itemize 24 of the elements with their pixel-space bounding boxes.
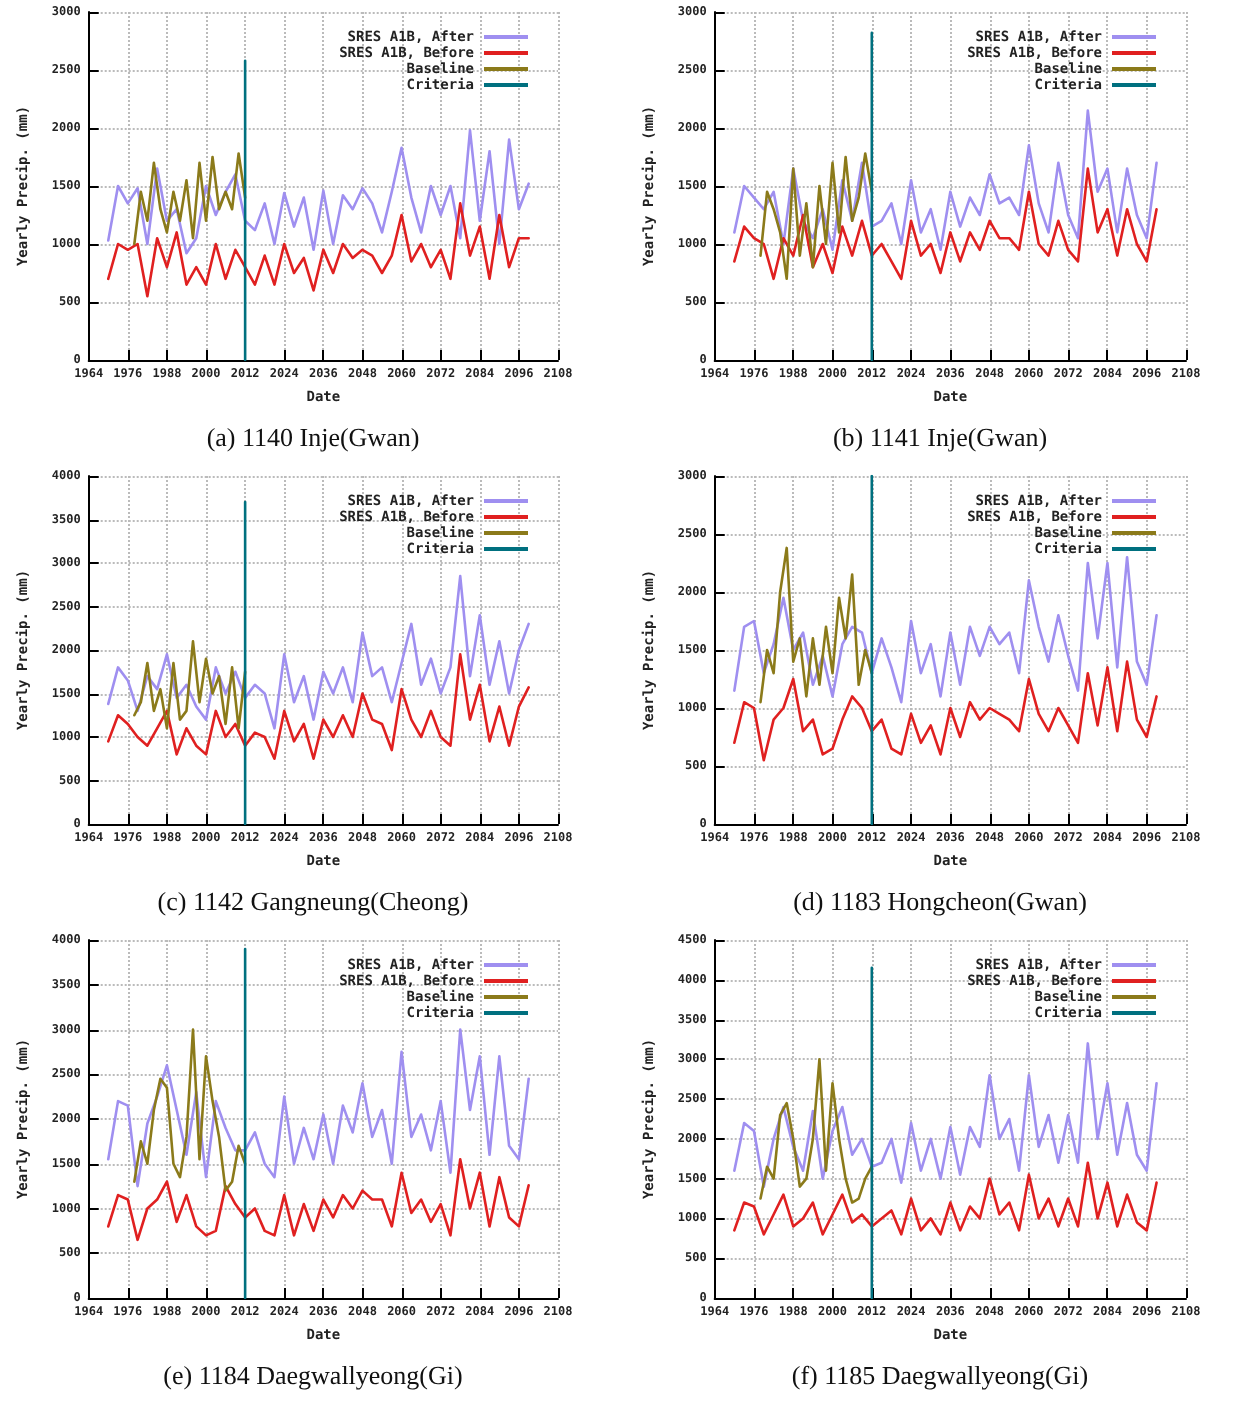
line-series [106, 1028, 530, 1188]
line-series [133, 1028, 247, 1192]
line-series [759, 1058, 874, 1204]
line-series [133, 640, 247, 730]
line-series [106, 129, 530, 255]
line-series [733, 1161, 1158, 1236]
line-series [106, 574, 530, 730]
line-series [106, 202, 530, 298]
line-series [106, 653, 530, 761]
text: (d) 1183 Hongcheon(Gwan) [793, 886, 1087, 916]
text: (e) 1184 Daegwallyeong(Gi) [163, 1360, 463, 1390]
line-series [759, 152, 874, 281]
line-series [733, 555, 1158, 704]
line-series [106, 1157, 530, 1242]
line-series [733, 660, 1158, 762]
text: (c) 1142 Gangneung(Cheong) [157, 886, 469, 916]
line-series [733, 1042, 1158, 1188]
text: (b) 1141 Inje(Gwan) [832, 422, 1048, 452]
text: (f) 1185 Daegwallyeong(Gi) [791, 1360, 1089, 1390]
line-series [733, 109, 1158, 252]
line-series [759, 546, 874, 704]
line-series [733, 167, 1158, 281]
text: (a) 1140 Inje(Gwan) [206, 422, 420, 452]
line-series [133, 152, 247, 246]
